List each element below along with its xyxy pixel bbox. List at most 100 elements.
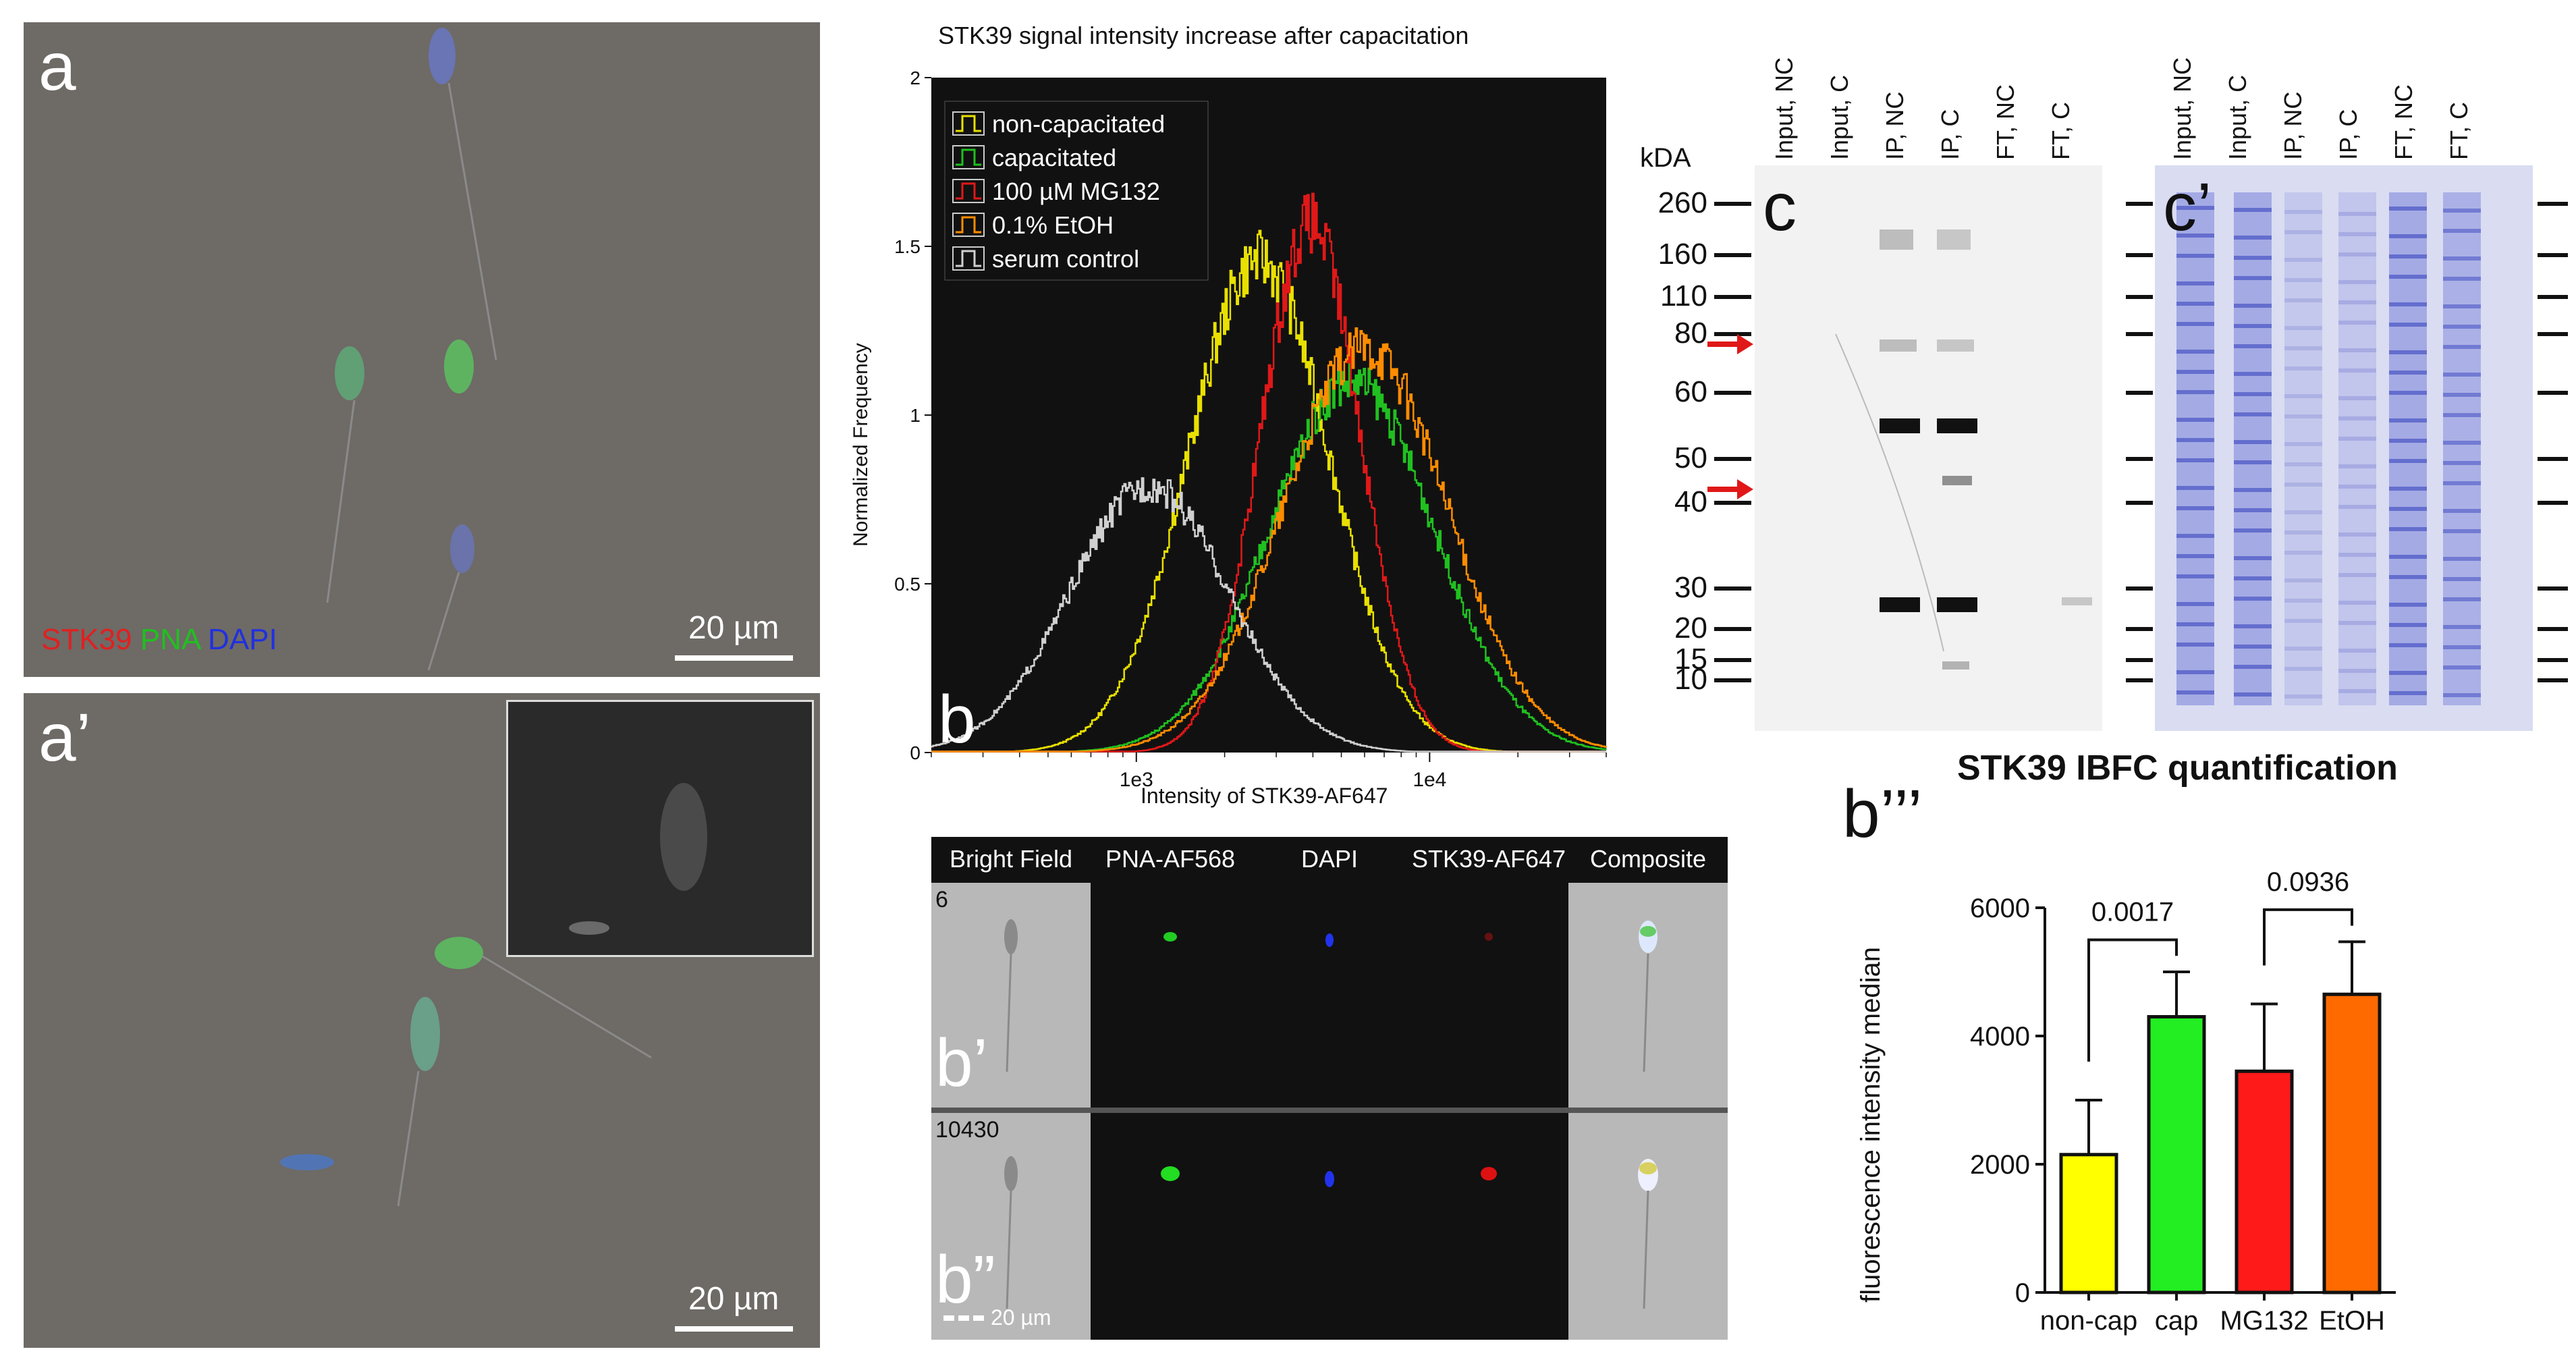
gel-band xyxy=(2389,207,2427,211)
gel-band xyxy=(2443,413,2481,417)
gel-band xyxy=(2338,212,2376,216)
ifc-row1-brightfield: 6 b’ xyxy=(931,883,1091,1108)
hist-series-line xyxy=(931,229,1606,753)
gel-band xyxy=(2443,597,2481,601)
gel-band xyxy=(2176,506,2214,510)
gel-band xyxy=(2389,459,2427,463)
gel-marker-tick-left xyxy=(2126,586,2153,591)
gel-band xyxy=(2338,689,2376,693)
gel-band xyxy=(2284,510,2322,514)
gel-band xyxy=(2389,323,2427,327)
gel-marker-tick-left xyxy=(2126,501,2153,505)
gel-band xyxy=(2176,486,2214,490)
histogram-ylabel: Normalized Frequency xyxy=(850,343,872,547)
gel-band xyxy=(2443,441,2481,445)
panel-a-image: a STK39 PNA DAPI 20 µm xyxy=(24,22,820,677)
kda-marker-label: 30 xyxy=(1674,571,1707,604)
ifc-row2-composite xyxy=(1568,1113,1728,1340)
gel-band xyxy=(2389,275,2427,279)
gel-band xyxy=(2284,647,2322,651)
ifc-col-dapi: DAPI xyxy=(1300,845,1359,873)
bar-chart: b’’’ STK39 IBFC quantification fluoresce… xyxy=(1842,748,2398,1336)
gel-marker-tick-right xyxy=(2538,678,2568,682)
inset-image xyxy=(506,700,814,957)
gel-band xyxy=(2176,670,2214,674)
gel-band xyxy=(2176,350,2214,354)
gel-marker-tick-right xyxy=(2538,332,2568,336)
gel-band xyxy=(2284,462,2322,466)
bar-chart-ylabel: fluorescence intensity median xyxy=(1856,947,1886,1303)
panel-a-scalebar xyxy=(675,655,793,661)
hist-series-line xyxy=(931,477,1606,753)
gel-band xyxy=(2443,345,2481,349)
gel-band xyxy=(2338,321,2376,325)
kda-marker-label: 10 xyxy=(1674,663,1707,696)
blot-lane-label: Input, C xyxy=(1826,74,1853,160)
kda-marker-tick xyxy=(1714,332,1751,336)
blot-lane-label: FT, C xyxy=(2047,102,2075,160)
kda-marker-tick xyxy=(1714,295,1751,299)
hist-ytick-label: 1 xyxy=(910,405,921,426)
gel-band xyxy=(2176,690,2214,694)
gel-band xyxy=(2176,418,2214,422)
gel-marker-tick-left xyxy=(2126,391,2153,395)
ifc-col-composite: Composite xyxy=(1589,845,1707,873)
gel-band xyxy=(2284,298,2322,302)
significance-bracket xyxy=(2263,908,2353,966)
gel-band xyxy=(2234,624,2272,628)
gel-band xyxy=(2284,551,2322,555)
arrow-42kda-icon xyxy=(1707,479,1753,499)
gel-band xyxy=(2338,437,2376,441)
legend-swatch-line xyxy=(956,216,981,234)
ifc-row2-stk39 xyxy=(1409,1113,1568,1340)
gel-band xyxy=(2389,575,2427,579)
panel-b-label: b xyxy=(938,682,976,757)
legend-swatch-line xyxy=(956,115,981,132)
panel-a-prime-scalebar xyxy=(675,1326,793,1332)
kda-marker-label: 40 xyxy=(1674,485,1707,518)
panel-c-label: c xyxy=(1763,169,1797,245)
kda-marker-tick xyxy=(1714,501,1751,505)
kda-marker-tick xyxy=(1714,391,1751,395)
gel-band xyxy=(2338,232,2376,236)
gel-band xyxy=(2443,304,2481,308)
gel-marker-tick-right xyxy=(2538,501,2568,505)
panel-a-prime-image: a’ 20 µm xyxy=(24,693,820,1348)
gel-band xyxy=(2176,622,2214,626)
gel-band xyxy=(2234,440,2272,444)
ifc-row1-composite xyxy=(1568,883,1728,1108)
gel-lane-label: IP, C xyxy=(2334,109,2362,160)
channel-stk39: STK39 xyxy=(41,623,132,656)
gel-band xyxy=(2338,416,2376,420)
kda-marker-tick xyxy=(1714,586,1751,591)
gel-band xyxy=(2234,460,2272,464)
gel-band xyxy=(2284,694,2322,699)
gel-lane-label: FT, NC xyxy=(2390,84,2417,160)
bar xyxy=(2322,992,2382,1294)
histogram-legend xyxy=(944,101,1209,281)
gel-band xyxy=(2443,277,2481,281)
bar xyxy=(2059,1153,2118,1294)
gel-lane xyxy=(2284,192,2322,705)
blot-lane-label: FT, NC xyxy=(1992,84,2019,160)
ifc-col-pna: PNA-AF568 xyxy=(1105,845,1236,873)
gel-band xyxy=(2176,554,2214,558)
gel-band xyxy=(2443,509,2481,513)
gel-band xyxy=(2443,256,2481,261)
bar-ytick-label: 2000 xyxy=(1970,1150,2030,1180)
channel-dapi: DAPI xyxy=(208,623,277,656)
gel-band xyxy=(2338,553,2376,557)
legend-label: 100 µM MG132 xyxy=(992,178,1160,205)
hist-ytick-label: 1.5 xyxy=(894,236,921,257)
gel-band xyxy=(2234,208,2272,212)
gel-band xyxy=(2389,643,2427,647)
kda-marker-label: 50 xyxy=(1674,441,1707,474)
gel-band xyxy=(2389,439,2427,443)
ifc-row-divider xyxy=(931,1108,1728,1113)
ifc-col-brightfield: Bright Field xyxy=(949,845,1073,873)
gel-band xyxy=(2234,645,2272,649)
kda-marker-label: 15 xyxy=(1674,643,1707,676)
gel-band xyxy=(2389,350,2427,354)
bar-category-label: MG132 xyxy=(2220,1306,2308,1336)
bar-ytick-label: 4000 xyxy=(1970,1022,2030,1052)
